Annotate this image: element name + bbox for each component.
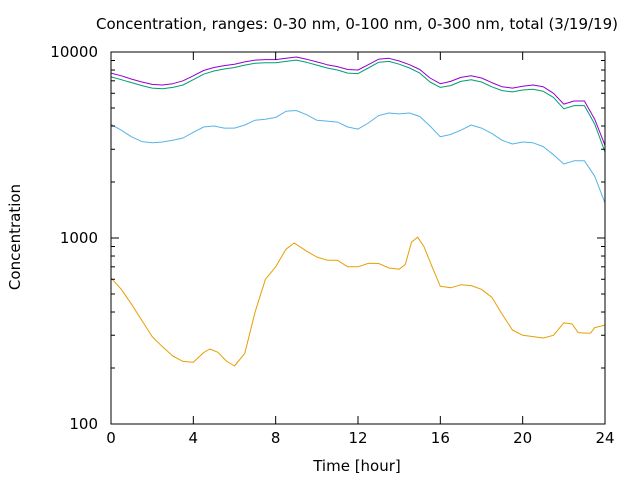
x-tick-label: 4 [189,429,199,447]
x-tick-label: 20 [513,429,532,447]
x-tick-label: 24 [595,429,614,447]
y-axis-label: Concentration [6,184,24,290]
axis-ticks: 0 4 8 12 16 20 24 100 1000 10000 [50,43,614,447]
x-axis-label: Time [hour] [312,457,401,475]
x-tick-label: 12 [348,429,367,447]
x-tick-label: 0 [106,429,116,447]
series-line-3 [110,59,606,153]
chart-title: Concentration, ranges: 0-30 nm, 0-100 nm… [96,15,618,33]
series-lines [110,56,606,367]
x-tick-label: 16 [431,429,450,447]
series-line-2 [110,110,606,204]
y-tick-label: 1000 [60,229,98,247]
series-line-1 [110,236,606,367]
x-tick-label: 8 [271,429,281,447]
series-line-4 [110,56,606,146]
plot-area [110,51,606,425]
y-tick-label: 100 [69,415,98,433]
y-tick-label: 10000 [50,43,98,61]
